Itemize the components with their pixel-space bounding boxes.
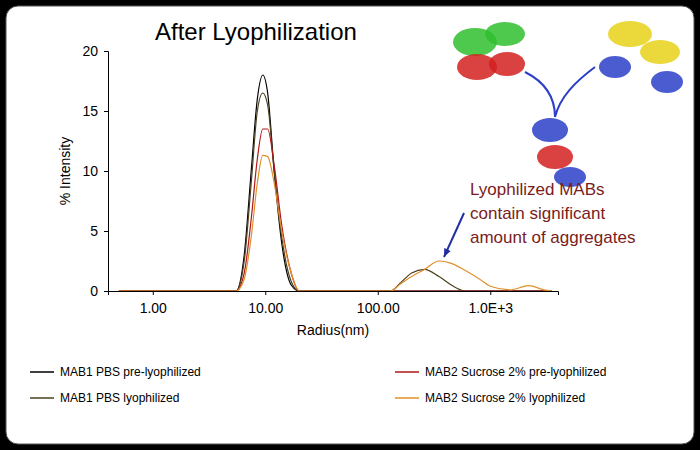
protein-domain xyxy=(532,118,568,142)
x-tick-label: 1.00 xyxy=(140,300,167,316)
annotation-arrow xyxy=(444,213,464,257)
annotation-text: amount of aggregates xyxy=(470,228,635,247)
frame xyxy=(0,0,700,450)
protein-domain xyxy=(489,52,525,76)
legend-swatch xyxy=(30,397,54,399)
legend-swatch xyxy=(395,397,419,399)
protein-domain xyxy=(651,71,683,93)
annotation: Lyophilized MABs contain significant amoun… xyxy=(470,180,635,247)
x-tick: 10.00 xyxy=(248,291,283,316)
x-axis: 1.00 10.00 100.00 1.0E+3 xyxy=(109,291,559,316)
x-tick-mark xyxy=(490,291,491,295)
x-axis-line xyxy=(109,292,559,296)
y-tick-mark xyxy=(104,291,108,292)
x-tick-mark xyxy=(153,291,154,295)
y-axis-line xyxy=(104,52,109,292)
panel xyxy=(6,6,694,444)
protein-domain xyxy=(608,21,652,47)
chart: After Lyophilization 1.00 10.00 100.00 1.0E+… xyxy=(0,0,700,450)
y-tick: 10 xyxy=(82,163,108,179)
title: After Lyophilization xyxy=(155,18,357,45)
y-tick: 5 xyxy=(90,223,108,239)
y-tick: 0 xyxy=(90,283,108,299)
protein-domain xyxy=(640,40,680,64)
x-tick-label: 1.0E+3 xyxy=(468,300,513,316)
y-tick-label: 20 xyxy=(82,43,98,59)
y-axis: 0 5 10 15 20 xyxy=(82,43,108,299)
series-line xyxy=(119,155,552,291)
y-tick-mark xyxy=(104,111,108,112)
y-tick-label: 5 xyxy=(90,223,98,239)
y-tick-label: 10 xyxy=(82,163,98,179)
x-tick: 1.0E+3 xyxy=(468,291,513,316)
protein-domain xyxy=(599,56,631,78)
x-tick-label: 100.00 xyxy=(357,300,400,316)
protein-domain xyxy=(537,145,573,169)
annotation-text: Lyophilized MABs xyxy=(470,180,605,199)
y-tick-label: 0 xyxy=(90,283,98,299)
legend-label: MAB1 PBS pre-lyophilized xyxy=(60,365,201,379)
legend-item: MAB1 PBS pre-lyophilized xyxy=(30,365,201,379)
x-tick: 1.00 xyxy=(140,291,167,316)
annotation-text: contain significant xyxy=(470,204,605,223)
y-tick-mark xyxy=(104,231,108,232)
x-tick-mark xyxy=(378,291,379,295)
annotation-arrowhead xyxy=(444,248,451,257)
legend: MAB1 PBS pre-lyophilized MAB1 PBS lyophil… xyxy=(30,365,606,405)
legend-label: MAB1 PBS lyophilized xyxy=(60,391,179,405)
legend-item: MAB2 Sucrose 2% pre-lyophilized xyxy=(395,365,606,379)
protein-hinge xyxy=(525,67,595,117)
legend-swatch xyxy=(395,371,419,373)
protein-domain xyxy=(485,22,525,46)
y-tick-label: 15 xyxy=(82,103,98,119)
y-axis-title: % Intensity xyxy=(57,137,73,205)
legend-label: MAB2 Sucrose 2% pre-lyophilized xyxy=(425,365,606,379)
y-tick-mark xyxy=(104,171,108,172)
legend-item: MAB2 Sucrose 2% lyophilized xyxy=(395,391,585,405)
y-tick-mark xyxy=(104,51,108,52)
legend-item: MAB1 PBS lyophilized xyxy=(30,391,179,405)
x-axis-title: Radius(nm) xyxy=(297,322,369,338)
y-tick: 20 xyxy=(82,43,108,59)
protein-illustration xyxy=(453,21,683,187)
legend-label: MAB2 Sucrose 2% lyophilized xyxy=(425,391,585,405)
y-tick: 15 xyxy=(82,103,108,119)
x-tick: 100.00 xyxy=(357,291,400,316)
x-tick-mark xyxy=(265,291,266,295)
x-tick-label: 10.00 xyxy=(248,300,283,316)
legend-swatch xyxy=(30,371,54,373)
